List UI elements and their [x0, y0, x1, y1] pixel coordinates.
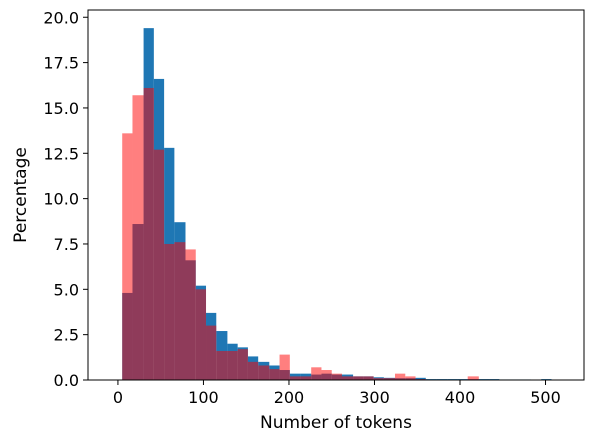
- histogram-bar: [164, 243, 175, 380]
- histogram-bar: [467, 376, 479, 380]
- histogram-bar: [216, 350, 228, 380]
- x-tick-label: 200: [274, 388, 305, 407]
- histogram-bar: [279, 354, 290, 380]
- histogram-bar: [415, 377, 426, 380]
- plot-frame: [87, 9, 585, 381]
- histogram-bar: [185, 249, 196, 380]
- histogram-bar: [247, 361, 259, 380]
- histogram-bar: [383, 378, 396, 380]
- histogram-bar: [258, 365, 270, 380]
- y-tick-label: 10.0: [43, 190, 79, 209]
- histogram-bar: [174, 242, 186, 380]
- histogram-bar: [269, 369, 280, 380]
- histogram-bar: [227, 350, 238, 380]
- x-tick-label: 400: [445, 388, 476, 407]
- x-axis-label: Number of tokens: [260, 413, 412, 433]
- x-tick-label: 100: [188, 388, 219, 407]
- histogram-bar: [405, 376, 416, 380]
- y-tick-label: 12.5: [43, 144, 79, 163]
- histogram-bar: [341, 376, 354, 380]
- y-tick-label: 2.5: [54, 326, 79, 345]
- histogram-bar: [143, 87, 154, 380]
- y-tick-label: 7.5: [54, 235, 79, 254]
- y-tick-label: 0.0: [54, 371, 79, 390]
- histogram-bar: [311, 367, 322, 380]
- x-tick-label: 300: [359, 388, 390, 407]
- x-tick-label: 0: [113, 388, 123, 407]
- y-tick-label: 17.5: [43, 54, 79, 73]
- y-tick-label: 20.0: [43, 8, 79, 27]
- histogram-bar: [237, 349, 248, 380]
- x-tick-label: 500: [530, 388, 561, 407]
- histogram-bar: [195, 289, 207, 380]
- y-tick-label: 15.0: [43, 99, 79, 118]
- y-axis-label: Percentage: [11, 147, 31, 243]
- y-axis-ticks: 0.0 2.5 5.0 7.5 10.0 12.5 15.0 17.5 20.0: [43, 8, 88, 390]
- y-tick-label: 5.0: [54, 280, 79, 299]
- histogram-bar: [153, 149, 165, 380]
- histogram-bar: [331, 373, 342, 380]
- histogram-bar: [122, 133, 133, 380]
- histogram-bar: [395, 373, 406, 380]
- histogram-bar: [300, 376, 312, 380]
- histogram-bar: [206, 325, 217, 380]
- histogram-bar: [353, 376, 364, 380]
- histogram-bar: [321, 370, 332, 380]
- histogram-bar: [132, 95, 144, 381]
- x-axis-ticks: 0 100 200 300 400 500: [113, 380, 561, 407]
- histogram-bar: [363, 376, 374, 380]
- histogram-bar: [373, 378, 384, 380]
- histogram-bar: [289, 376, 301, 380]
- bars-layer: [122, 28, 552, 381]
